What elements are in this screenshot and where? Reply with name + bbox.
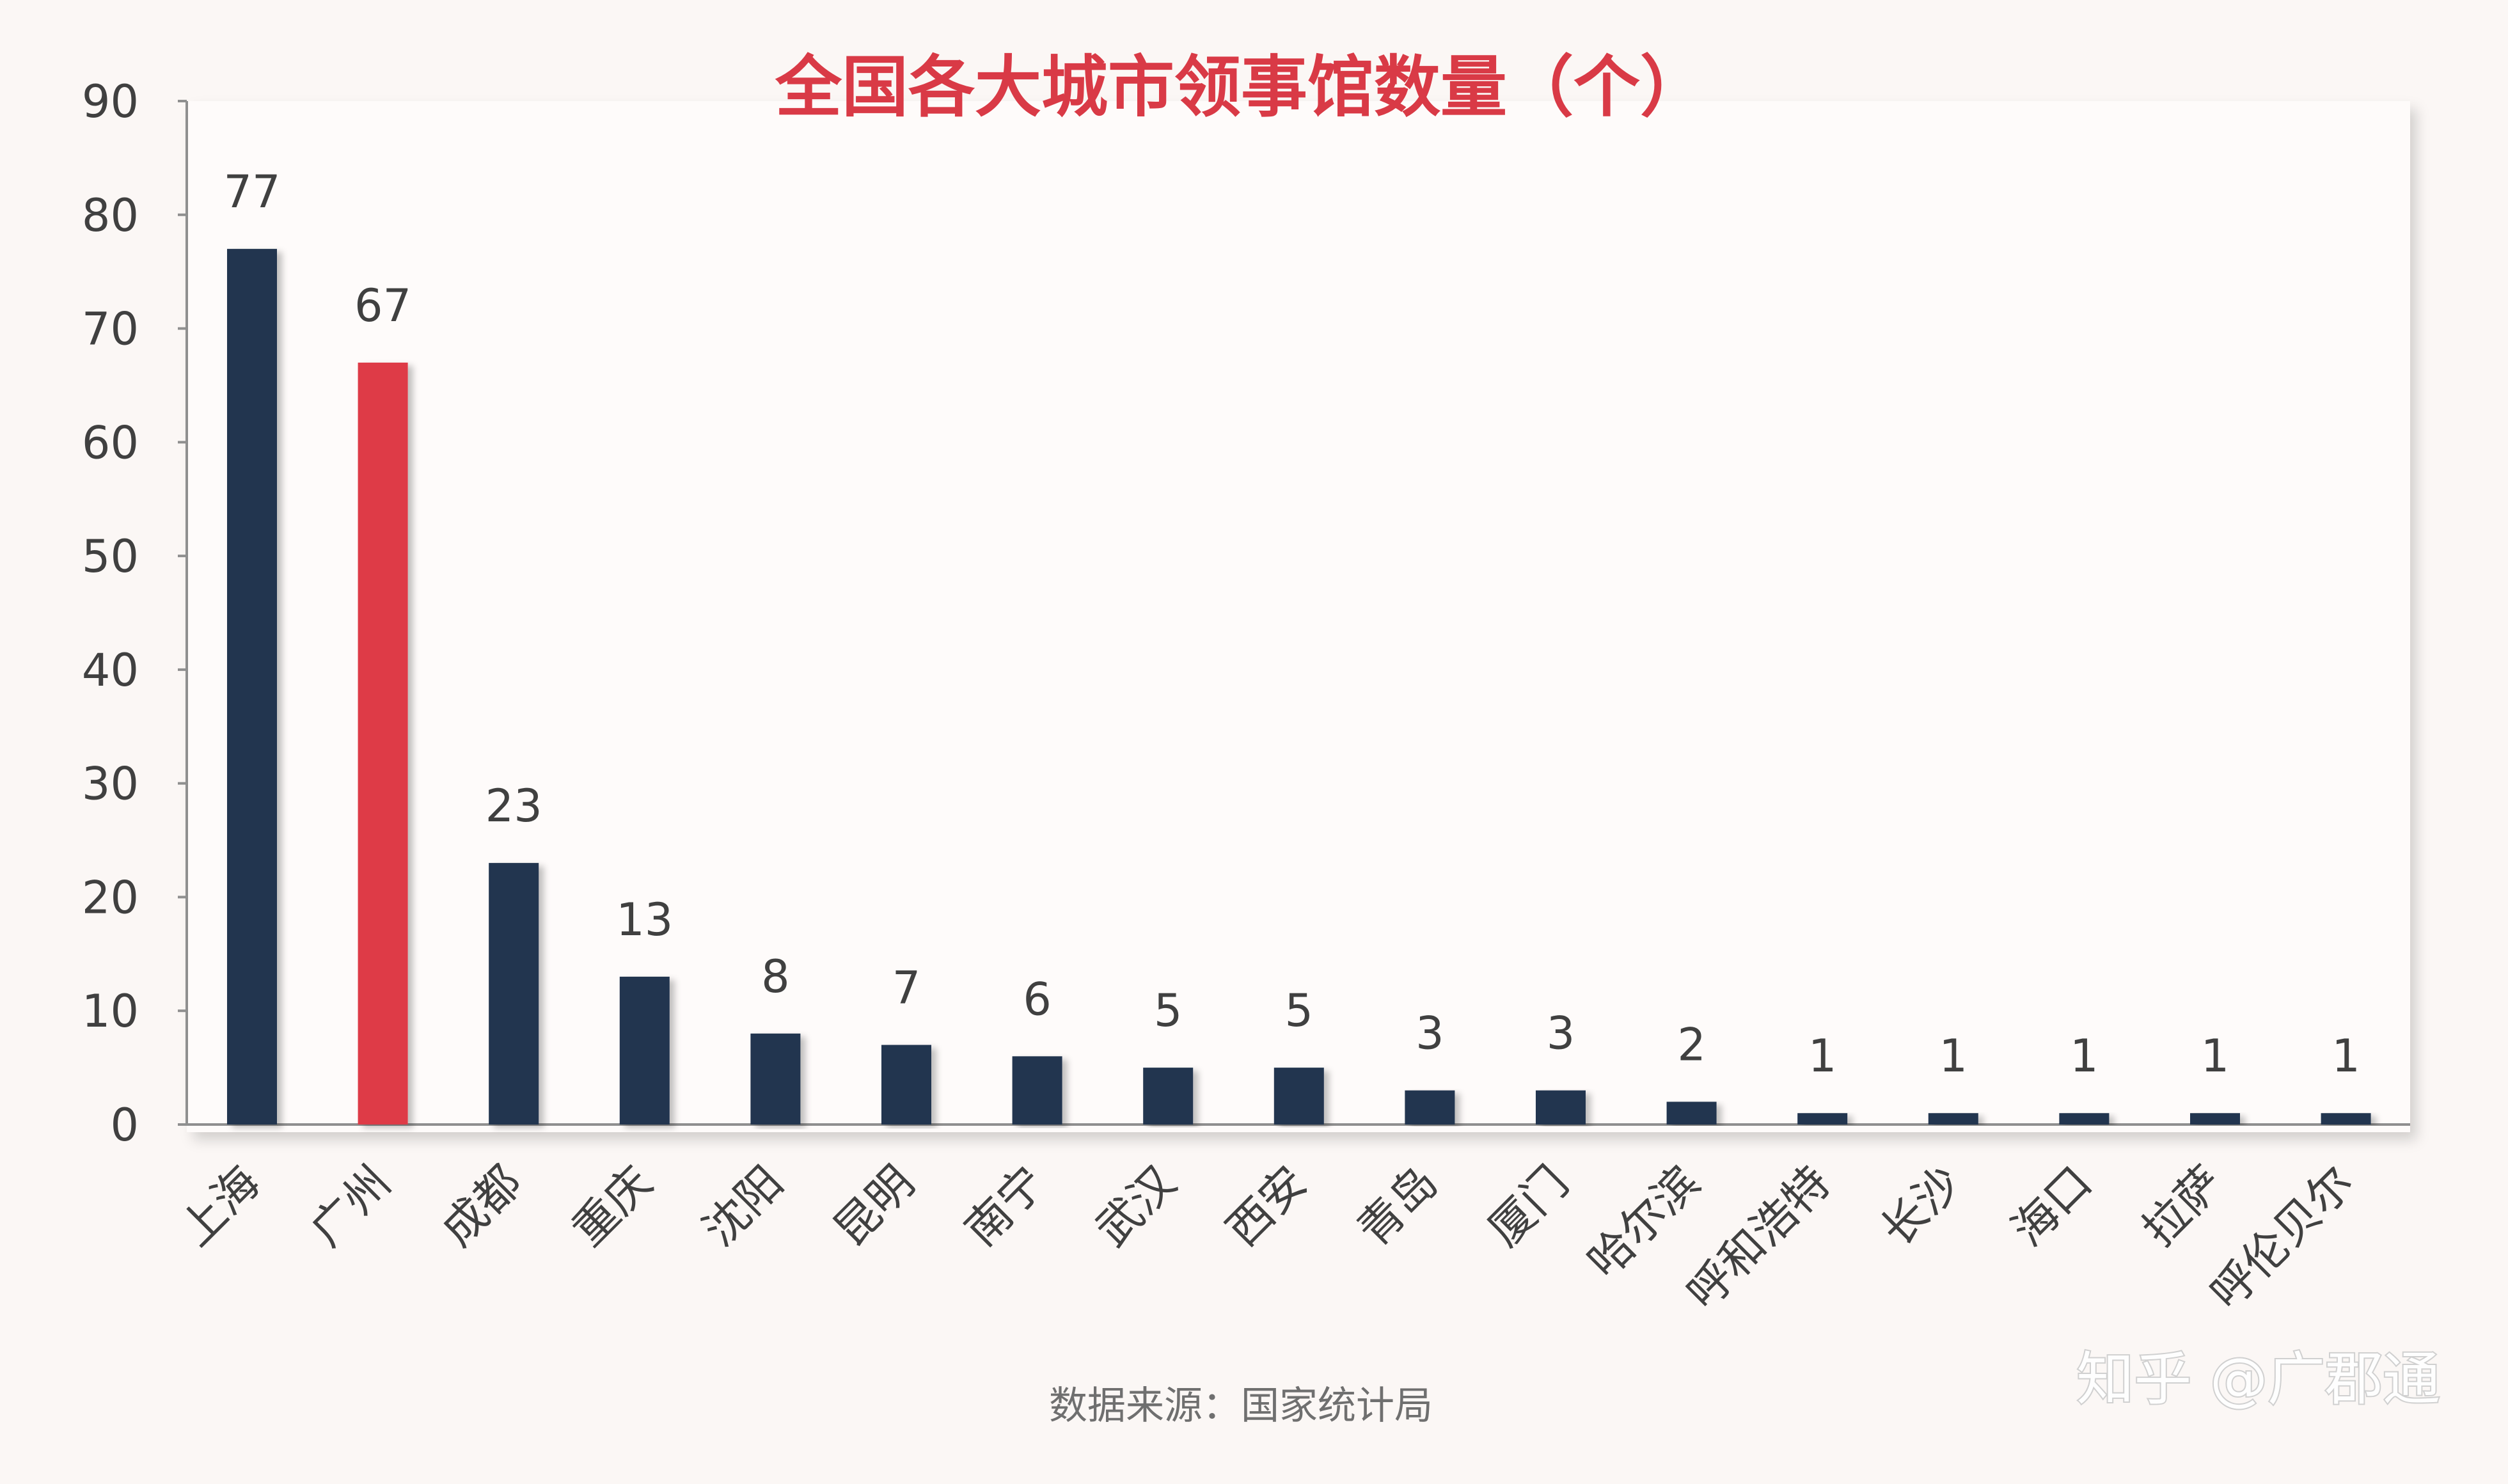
- category-label: 上海: [170, 1156, 270, 1256]
- bar-15: [2059, 1113, 2110, 1125]
- bar-12: [1666, 1101, 1717, 1125]
- data-label: 23: [485, 780, 542, 832]
- bar-2: [358, 362, 408, 1125]
- category-label: 广州: [301, 1156, 401, 1256]
- category-label: 呼和浩特: [1676, 1156, 1840, 1320]
- source-note: 数据来源：国家统计局: [1049, 1384, 1433, 1428]
- bar-17: [2321, 1113, 2371, 1125]
- y-tick-label: 80: [82, 189, 139, 242]
- data-label: 1: [2070, 1030, 2099, 1082]
- watermark: 知乎 @广郡通: [2076, 1346, 2440, 1413]
- bar-7: [1012, 1056, 1062, 1125]
- category-label: 拉萨: [2133, 1156, 2233, 1256]
- y-tick-label: 0: [110, 1099, 139, 1151]
- bar-10: [1405, 1090, 1455, 1125]
- y-tick-label: 20: [82, 871, 139, 924]
- category-label: 青岛: [1347, 1156, 1447, 1256]
- bar-13: [1797, 1113, 1848, 1125]
- bar-9: [1274, 1068, 1324, 1125]
- category-label: 海口: [2001, 1156, 2102, 1256]
- category-label: 沈阳: [693, 1156, 793, 1256]
- y-tick-label: 90: [82, 75, 139, 128]
- bar-6: [881, 1045, 931, 1125]
- category-label: 重庆: [562, 1156, 663, 1256]
- bar-series: [227, 249, 2371, 1125]
- bar-4: [619, 976, 670, 1125]
- category-label: 厦门: [1478, 1156, 1579, 1256]
- category-label: 哈尔滨: [1577, 1156, 1709, 1288]
- data-label: 5: [1154, 984, 1183, 1037]
- y-tick-label: 30: [82, 758, 139, 810]
- data-label: 8: [761, 951, 790, 1003]
- data-label: 67: [354, 280, 411, 332]
- y-tick-label: 60: [82, 416, 139, 469]
- data-label: 5: [1285, 984, 1314, 1037]
- bar-3: [489, 863, 539, 1125]
- data-label: 13: [616, 894, 673, 946]
- plot-area: [187, 101, 2410, 1132]
- data-labels: 77 67 23 13 8 7 6 5 5 3 3 2 1 1 1 1 1: [223, 166, 2360, 1082]
- data-label: 2: [1677, 1018, 1706, 1071]
- y-tick-label: 40: [82, 644, 139, 697]
- data-label: 77: [223, 166, 280, 218]
- category-label: 武汉: [1085, 1156, 1186, 1256]
- bar-14: [1928, 1113, 1978, 1125]
- category-label: 西安: [1217, 1156, 1317, 1256]
- data-label: 1: [1939, 1030, 1968, 1082]
- category-label: 昆明: [824, 1156, 924, 1256]
- bar-1: [227, 249, 277, 1125]
- y-tick-label: 50: [82, 530, 139, 583]
- data-label: 1: [2331, 1030, 2360, 1082]
- data-label: 1: [2201, 1030, 2230, 1082]
- category-label: 南宁: [955, 1156, 1055, 1256]
- bar-8: [1143, 1068, 1194, 1125]
- category-label: 长沙: [1871, 1156, 1971, 1256]
- category-label: 成都: [431, 1156, 532, 1256]
- data-label: 3: [1547, 1007, 1575, 1060]
- category-label: 呼伦贝尔: [2200, 1156, 2364, 1320]
- data-label: 1: [1808, 1030, 1837, 1082]
- bar-5: [750, 1033, 801, 1125]
- chart-title: 全国各大城市领事馆数量（个）: [775, 48, 1707, 126]
- bar-11: [1536, 1090, 1586, 1125]
- data-label: 6: [1023, 973, 1052, 1025]
- y-tick-label: 70: [82, 303, 139, 356]
- data-label: 3: [1416, 1007, 1444, 1060]
- bar-16: [2190, 1113, 2240, 1125]
- y-tick-label: 10: [82, 985, 139, 1038]
- y-axis: 0 10 20 30 40 50 60 70 80 90: [82, 75, 188, 1151]
- data-label: 7: [892, 962, 921, 1014]
